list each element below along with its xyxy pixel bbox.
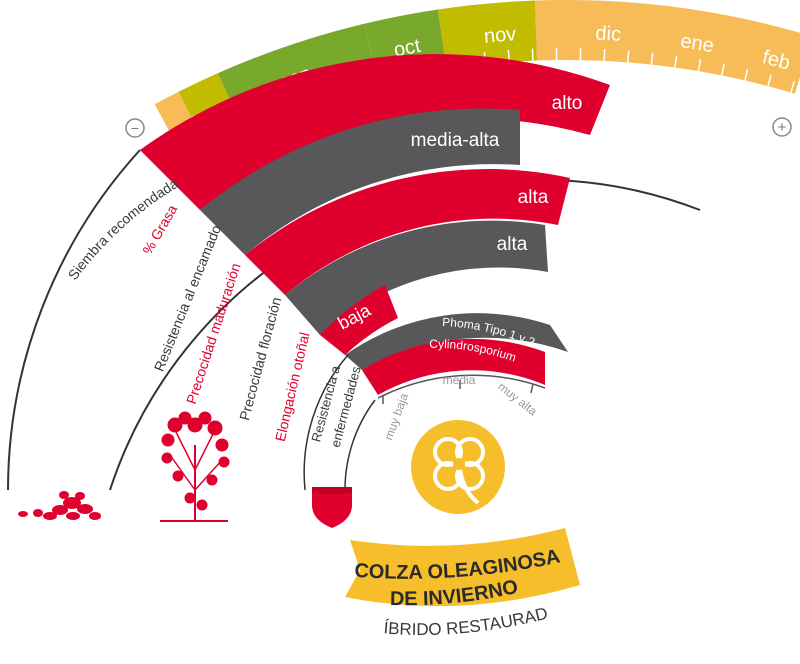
bar-elongacion xyxy=(320,285,398,355)
month-tick xyxy=(650,52,654,65)
disease-scale-arc xyxy=(377,374,546,399)
bar-grasa-value: alto xyxy=(552,93,583,114)
month-tick xyxy=(603,48,606,61)
minus-symbol: − xyxy=(131,120,139,136)
bar-encamado xyxy=(200,108,520,256)
month-label-nov: nov xyxy=(483,23,517,47)
rapeseed-plant-icon xyxy=(160,411,230,522)
month-tick xyxy=(674,55,678,68)
four-leaf-clover-icon xyxy=(433,437,485,505)
bar-maduracion xyxy=(245,169,570,295)
plus-circle-icon xyxy=(772,117,792,137)
disease-scale-low: muy baja xyxy=(381,391,411,442)
month-segment xyxy=(534,0,800,94)
month-tick xyxy=(744,68,749,81)
bar-maduracion-value: alta xyxy=(518,187,549,208)
product-ribbon xyxy=(345,528,580,607)
plus-symbol: + xyxy=(778,119,787,136)
label-floracion: Precocidad floración xyxy=(236,295,284,422)
bar-floracion xyxy=(285,220,548,335)
bar-floracion-value: alta xyxy=(497,234,528,255)
bar-phoma xyxy=(345,313,568,370)
month-tick xyxy=(627,50,630,63)
disease-guide-arc xyxy=(303,354,349,491)
outer-guide-arc xyxy=(7,149,141,491)
month-tick xyxy=(697,59,702,72)
bar-cylindrosporium xyxy=(362,338,545,395)
month-label-dic: dic xyxy=(595,22,622,45)
month-segment xyxy=(437,0,538,69)
bar-encamado-value: media-alta xyxy=(411,130,500,151)
seeds-icon xyxy=(18,491,101,520)
month-tick xyxy=(721,63,725,76)
label-elongacion: Elongación otoñal xyxy=(272,331,313,443)
disease-guide-arc-2 xyxy=(344,399,376,491)
shield-icon xyxy=(312,487,352,528)
month-tick xyxy=(767,74,772,87)
minus-circle-icon xyxy=(125,118,145,138)
month-label-ene: ene xyxy=(679,30,715,57)
disease-scale-mid: media xyxy=(443,373,476,387)
month-tick xyxy=(790,80,795,93)
